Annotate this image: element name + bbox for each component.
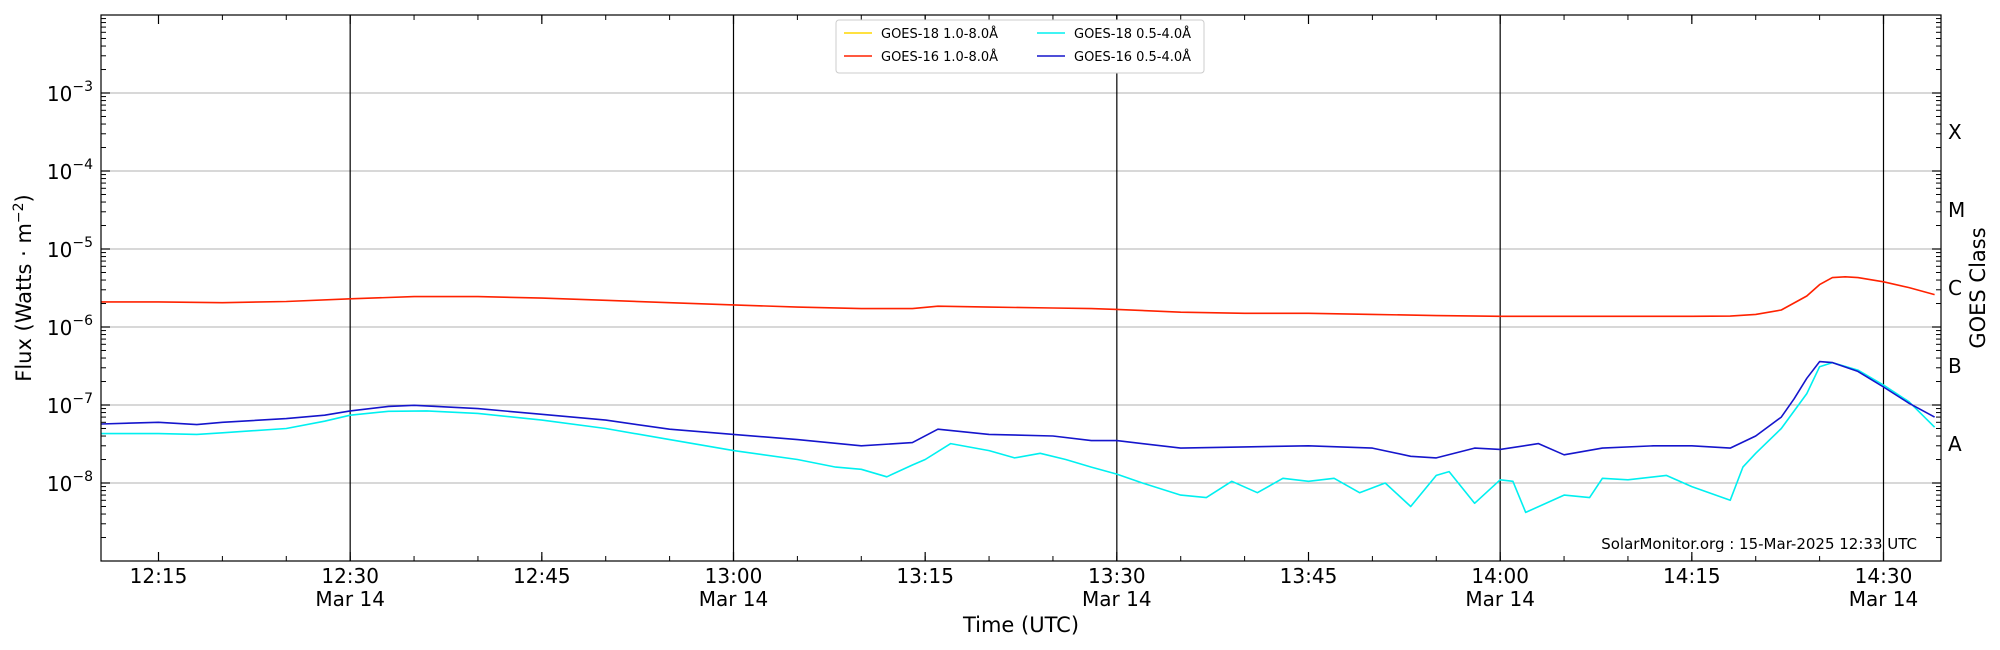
y2-axis-title: GOES Class	[1966, 227, 1990, 348]
x-tick-label: 12:45	[513, 564, 571, 588]
x-tick-date-label: Mar 14	[315, 587, 385, 611]
goes-class-label: X	[1948, 120, 1962, 144]
legend-label-2: GOES-18 0.5-4.0Å	[1074, 26, 1191, 42]
x-axis-title: Time (UTC)	[962, 613, 1079, 637]
x-tick-date-label: Mar 14	[1082, 587, 1152, 611]
grid-layer	[101, 92, 1941, 484]
x-tick-label: 14:30	[1855, 564, 1913, 588]
plot-frame	[100, 14, 1942, 562]
y-tick-label: 10−4	[47, 157, 93, 184]
goes-class-label: C	[1948, 276, 1962, 300]
x-tick-label: 12:15	[130, 564, 188, 588]
series-layer	[100, 275, 1936, 514]
x-tick-label: 12:30	[321, 564, 379, 588]
credit-text: SolarMonitor.org : 15-Mar-2025 12:33 UTC	[1601, 535, 1917, 553]
x-tick-label: 13:00	[705, 564, 763, 588]
goes-class-label: M	[1948, 198, 1965, 222]
series-line-3	[100, 360, 1935, 459]
x-tick-date-label: Mar 14	[699, 587, 769, 611]
legend-label-0: GOES-18 1.0-8.0Å	[881, 26, 998, 42]
goes-class-label: A	[1948, 432, 1962, 456]
y-tick-label: 10−7	[47, 391, 93, 418]
y-tick-label: 10−3	[47, 79, 93, 106]
x-tick-label: 13:45	[1280, 564, 1338, 588]
legend-label-3: GOES-16 0.5-4.0Å	[1074, 49, 1191, 65]
goes-class-label: B	[1948, 354, 1962, 378]
series-line-2	[101, 361, 1936, 514]
series-line-1	[101, 275, 1935, 318]
x-tick-label: 13:30	[1088, 564, 1146, 588]
legend: GOES-18 1.0-8.0Å GOES-16 1.0-8.0Å GOES-18 …	[835, 19, 1205, 74]
legend-box	[835, 19, 1205, 74]
y-tick-label: 10−5	[47, 235, 93, 262]
legend-label-1: GOES-16 1.0-8.0Å	[881, 49, 998, 65]
x-tick-date-label: Mar 14	[1849, 587, 1919, 611]
legend-items: GOES-18 1.0-8.0Å GOES-16 1.0-8.0Å GOES-18 …	[844, 26, 1191, 65]
y-tick-label: 10−8	[47, 469, 93, 496]
x-tick-date-label: Mar 14	[1465, 587, 1535, 611]
y-axis-title: Flux (Watts · m−2)	[11, 194, 36, 382]
x-tick-label: 14:00	[1471, 564, 1529, 588]
y-tick-label: 10−6	[47, 313, 93, 340]
date-marker-lines	[349, 15, 1885, 561]
x-tick-label: 14:15	[1663, 564, 1721, 588]
x-tick-label: 13:15	[896, 564, 954, 588]
